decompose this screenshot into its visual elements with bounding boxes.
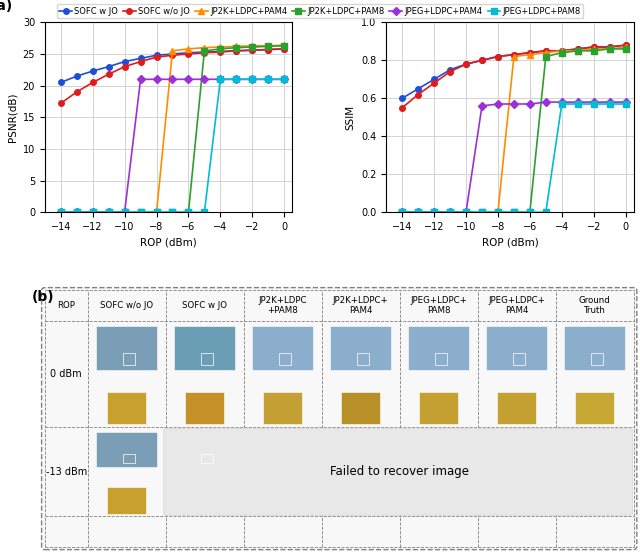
Text: (b): (b) xyxy=(32,290,54,305)
Text: Ground
Truth: Ground Truth xyxy=(579,296,611,315)
Y-axis label: PSNR(dB): PSNR(dB) xyxy=(7,93,17,142)
Text: -13 dBm: -13 dBm xyxy=(45,466,87,477)
X-axis label: ROP (dBm): ROP (dBm) xyxy=(481,238,538,248)
Text: ROP: ROP xyxy=(58,301,75,310)
Text: JP2K+LDPC
+PAM8: JP2K+LDPC +PAM8 xyxy=(259,296,307,315)
Text: (a): (a) xyxy=(0,0,13,13)
Text: SOFC w JO: SOFC w JO xyxy=(182,301,227,310)
Text: JP2K+LDPC+
PAM4: JP2K+LDPC+ PAM4 xyxy=(333,296,388,315)
Text: JPEG+LDPC+
PAM4: JPEG+LDPC+ PAM4 xyxy=(488,296,545,315)
X-axis label: ROP (dBm): ROP (dBm) xyxy=(140,238,197,248)
Legend: SOFC w JO, SOFC w/o JO, JP2K+LDPC+PAM4, JP2K+LDPC+PAM8, JPEG+LDPC+PAM4, JPEG+LDP: SOFC w JO, SOFC w/o JO, JP2K+LDPC+PAM4, … xyxy=(57,4,583,18)
Text: Failed to recover image: Failed to recover image xyxy=(330,465,469,478)
Text: SOFC w/o JO: SOFC w/o JO xyxy=(100,301,153,310)
Text: 0 dBm: 0 dBm xyxy=(51,369,82,379)
Text: JPEG+LDPC+
PAM8: JPEG+LDPC+ PAM8 xyxy=(410,296,467,315)
Y-axis label: SSIM: SSIM xyxy=(346,105,356,130)
